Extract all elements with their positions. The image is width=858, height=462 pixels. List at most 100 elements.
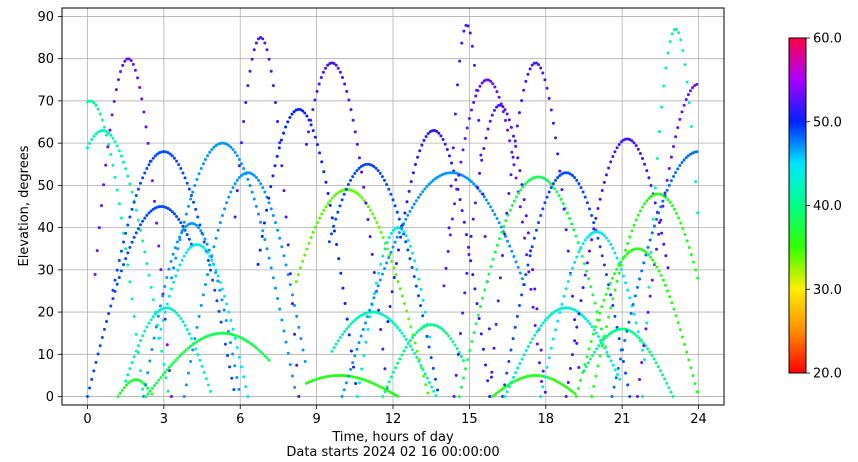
data-point: [353, 318, 357, 322]
data-point: [290, 293, 294, 297]
data-point: [177, 163, 181, 167]
data-point: [149, 285, 153, 289]
y-tick-label: 90: [37, 10, 54, 25]
data-point: [263, 354, 267, 358]
data-point: [349, 178, 353, 182]
data-point: [518, 271, 522, 275]
data-point: [381, 236, 385, 240]
data-point: [228, 341, 232, 345]
data-point: [607, 239, 611, 243]
data-point: [146, 386, 150, 390]
data-point: [600, 232, 604, 236]
data-point: [605, 350, 609, 354]
data-point: [402, 222, 406, 226]
data-point: [262, 221, 266, 225]
data-point: [579, 378, 583, 382]
data-point: [685, 350, 689, 354]
data-point: [246, 340, 250, 344]
data-point: [672, 145, 675, 149]
data-point: [150, 347, 154, 351]
data-point: [176, 268, 180, 272]
data-point: [621, 360, 625, 364]
data-point: [369, 208, 373, 212]
data-point: [583, 363, 587, 367]
data-point: [415, 268, 419, 272]
data-point: [311, 230, 315, 234]
data-point: [179, 221, 183, 225]
data-point: [432, 389, 436, 393]
data-point: [220, 331, 224, 335]
satellite-track-25: [452, 103, 547, 399]
data-point: [503, 234, 507, 238]
data-point: [537, 63, 541, 67]
data-point: [218, 221, 222, 225]
data-point: [165, 368, 169, 372]
data-point: [505, 211, 509, 215]
data-point: [644, 253, 648, 257]
data-point: [344, 187, 348, 191]
data-point: [619, 263, 623, 267]
data-point: [560, 302, 564, 306]
data-point: [178, 354, 182, 358]
data-point: [349, 349, 353, 353]
data-point: [421, 298, 425, 302]
data-point: [282, 189, 286, 193]
data-point: [437, 131, 441, 135]
data-point: [473, 287, 477, 291]
data-point: [446, 249, 450, 253]
data-point: [273, 100, 277, 104]
colorbar-tick-label: 40.0: [813, 199, 842, 214]
data-point: [389, 375, 393, 379]
data-point: [461, 376, 465, 380]
data-point: [653, 186, 657, 190]
satellite-track-6: [124, 306, 213, 393]
data-point: [132, 200, 136, 204]
data-point: [394, 262, 398, 266]
data-point: [366, 315, 370, 319]
data-point: [674, 211, 678, 215]
data-point: [511, 337, 515, 341]
data-point: [301, 259, 305, 263]
y-tick-label: 60: [37, 137, 54, 152]
data-point: [174, 358, 178, 362]
data-point: [271, 213, 275, 217]
data-point: [182, 350, 186, 354]
data-point: [496, 299, 500, 303]
satellite-track-29: [500, 171, 632, 399]
data-point: [338, 70, 342, 74]
data-point: [280, 245, 284, 249]
data-point: [568, 172, 572, 176]
data-point: [259, 36, 263, 40]
data-point: [602, 263, 606, 267]
data-point: [198, 223, 202, 227]
data-point: [201, 232, 205, 236]
data-point: [481, 192, 485, 196]
data-point: [271, 276, 275, 280]
data-point: [587, 347, 591, 351]
data-point: [152, 336, 156, 340]
data-point: [634, 218, 638, 222]
data-point: [473, 201, 477, 205]
data-point: [522, 88, 526, 92]
data-point: [240, 173, 243, 177]
data-point: [639, 338, 643, 342]
data-point: [96, 107, 100, 111]
data-point: [182, 395, 186, 399]
data-point: [366, 327, 370, 331]
data-point: [267, 256, 271, 260]
data-point: [388, 253, 392, 257]
data-point: [619, 140, 623, 144]
data-point: [88, 141, 92, 145]
data-point: [355, 142, 359, 146]
data-point: [520, 277, 524, 281]
data-point: [356, 192, 360, 196]
data-point: [145, 262, 149, 266]
data-point: [579, 313, 583, 317]
data-point: [520, 293, 524, 297]
data-point: [254, 204, 258, 208]
data-point: [663, 283, 667, 287]
data-point: [389, 192, 393, 196]
data-point: [664, 254, 668, 258]
data-point: [201, 162, 205, 166]
data-point: [146, 392, 150, 396]
